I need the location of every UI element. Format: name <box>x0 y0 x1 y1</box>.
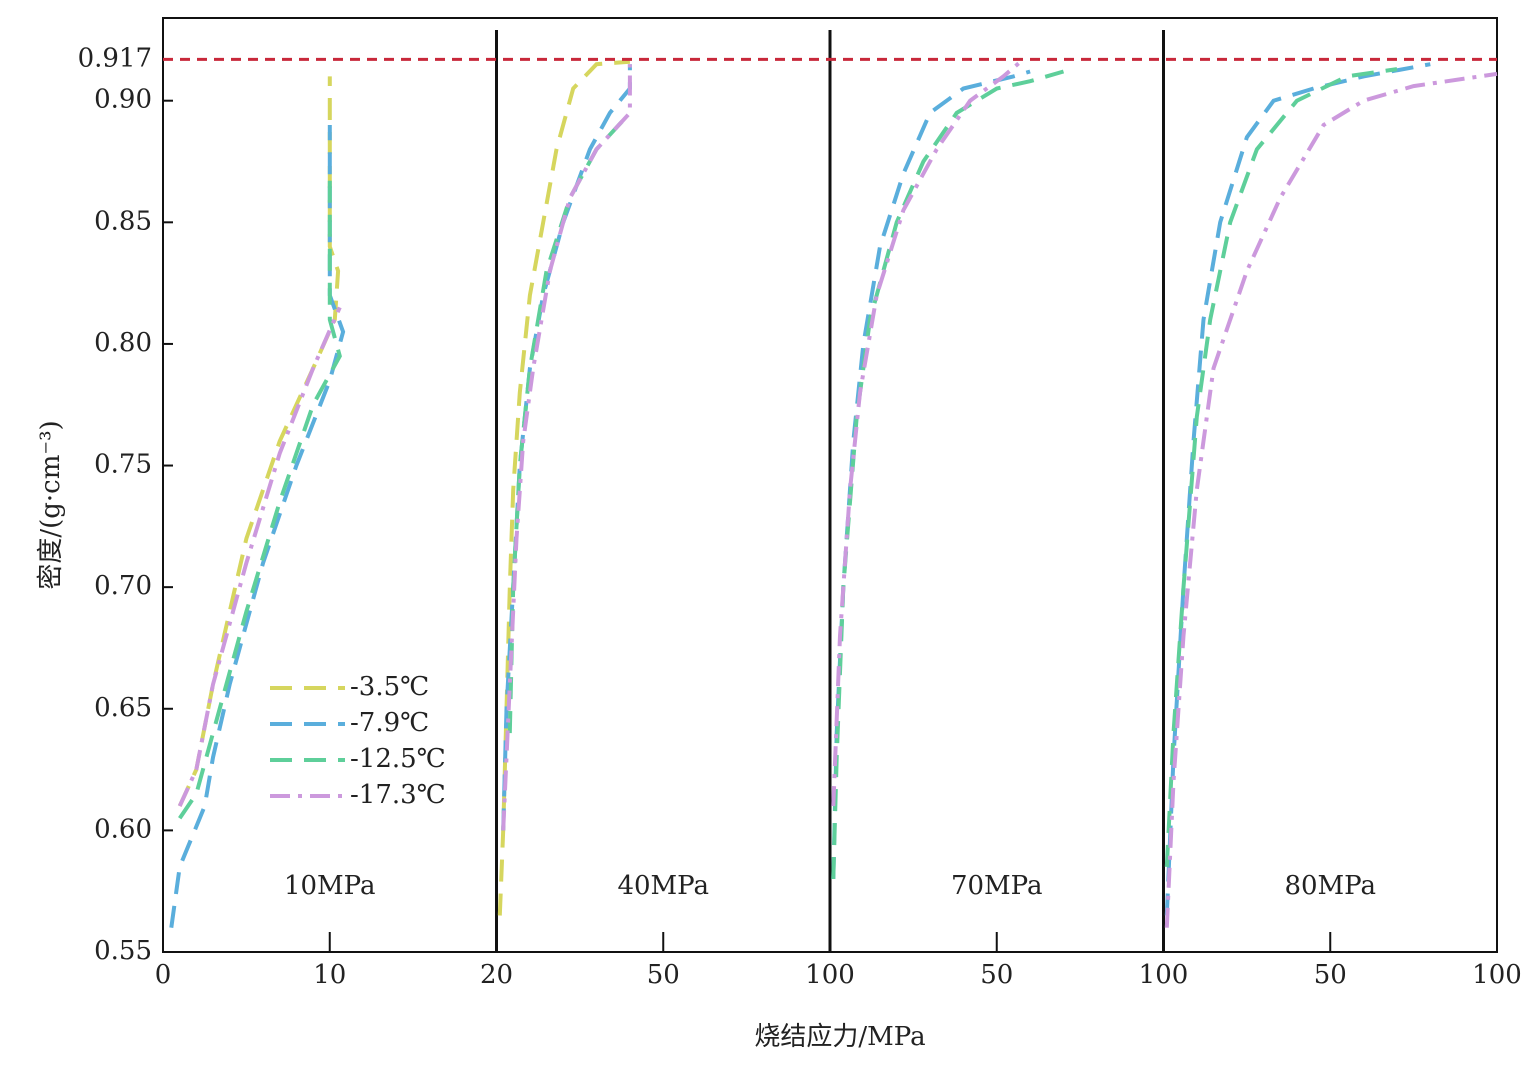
legend-label: -7.9℃ <box>350 708 429 738</box>
x-tick-label: 100 <box>1472 960 1522 990</box>
series-line <box>178 173 342 820</box>
y-tick-label: 0.60 <box>94 814 152 844</box>
series-line <box>169 125 346 928</box>
series-line <box>831 57 1025 807</box>
x-tick-label: 10 <box>313 960 346 990</box>
y-tick-label: 0.85 <box>94 206 152 236</box>
y-tick-label: 0.917 <box>78 43 152 73</box>
y-tick-label: 0.90 <box>94 85 152 115</box>
series-line <box>1164 71 1498 928</box>
y-tick-label: 0.75 <box>94 450 152 480</box>
series-line <box>497 59 631 916</box>
y-tick-label: 0.55 <box>94 936 152 966</box>
series-line <box>177 306 342 807</box>
series-line <box>831 69 1065 880</box>
legend-label: -17.3℃ <box>350 780 446 810</box>
y-axis-label: 密度/(g·cm⁻³) <box>36 420 66 589</box>
x-tick-label: 20 <box>480 960 513 990</box>
panel-label: 40MPa <box>617 871 709 901</box>
x-axis-label: 烧结应力/MPa <box>754 1022 925 1052</box>
panel-label: 80MPa <box>1284 871 1376 901</box>
panel-label: 10MPa <box>284 871 376 901</box>
y-tick-label: 0.70 <box>94 571 152 601</box>
y-tick-label: 0.65 <box>94 693 152 723</box>
panel-label: 70MPa <box>951 871 1043 901</box>
series-line <box>1164 62 1431 916</box>
x-tick-label: 100 <box>1139 960 1189 990</box>
y-tick-label: 0.80 <box>94 328 152 358</box>
series-line <box>1164 67 1398 868</box>
series-line <box>501 64 632 831</box>
x-tick-label: 50 <box>647 960 680 990</box>
x-tick-label: 100 <box>805 960 855 990</box>
x-tick-label: 0 <box>155 960 172 990</box>
series-line <box>177 76 341 807</box>
series-line <box>831 69 1031 880</box>
x-tick-label: 50 <box>1314 960 1347 990</box>
x-tick-label: 50 <box>980 960 1013 990</box>
legend-label: -3.5℃ <box>350 672 429 702</box>
legend-label: -12.5℃ <box>350 744 446 774</box>
